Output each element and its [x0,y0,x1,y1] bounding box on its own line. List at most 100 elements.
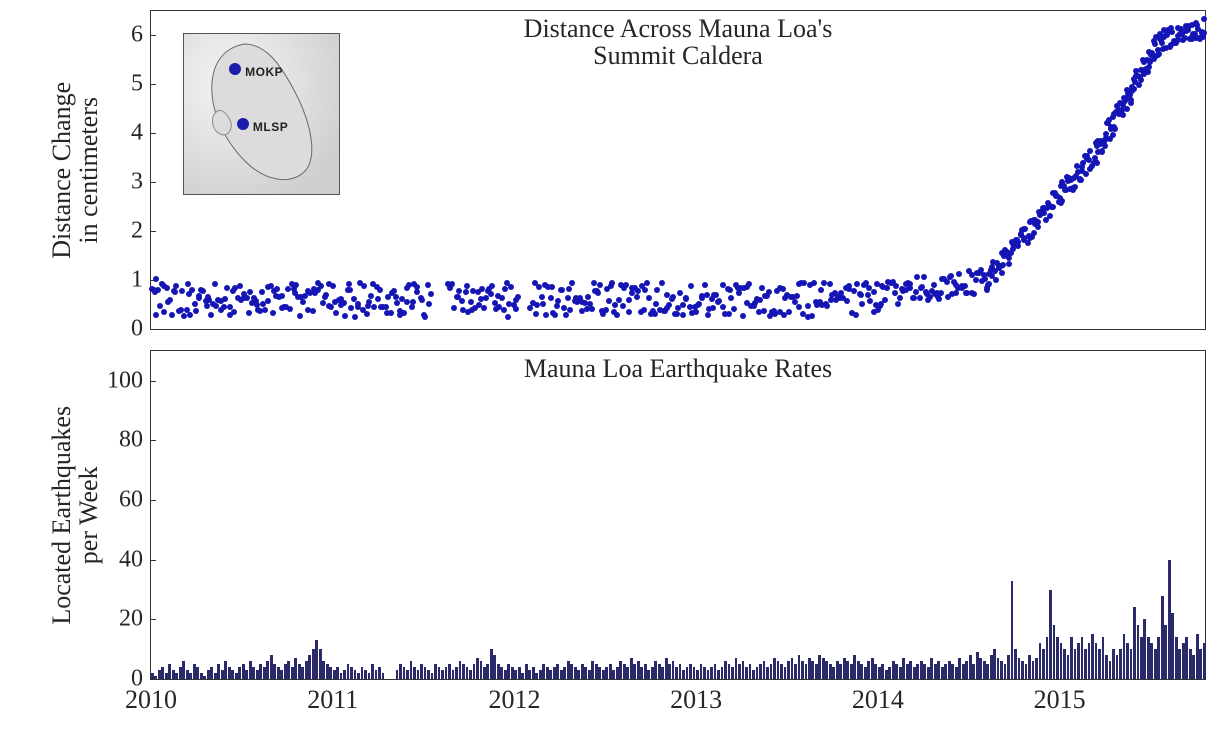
bar [591,661,594,679]
scatter-point [513,306,519,312]
top-ytick-mark [150,329,156,330]
scatter-point [508,284,514,290]
bar [983,661,986,679]
bar [228,667,231,679]
scatter-point [179,288,185,294]
bar [1109,661,1112,679]
bar [259,664,262,679]
top-ytick-label: 0 [131,316,143,343]
scatter-point [549,284,555,290]
scatter-point [818,287,824,293]
scatter-point [204,303,210,309]
top-chart: Distance Across Mauna Loa's Summit Calde… [150,10,1206,330]
bar [986,664,989,679]
scatter-point [181,313,187,319]
scatter-point [824,303,830,309]
scatter-point [653,301,659,307]
bar [682,670,685,679]
bar [1091,634,1094,679]
bar [343,670,346,679]
bar [500,667,503,679]
top-ytick-label: 5 [131,71,143,98]
scatter-point [318,283,324,289]
bottom-ylabel-line2: per Week [74,466,103,564]
bar [857,661,860,679]
bar [595,664,598,679]
bar [976,652,979,679]
bar [224,661,227,679]
bottom-ylabel-line1: Located Earthquakes [47,406,76,625]
scatter-point [388,310,394,316]
scatter-point [811,280,817,286]
bar [1140,637,1143,679]
top-title-line2: Summit Caldera [593,41,763,70]
bar [738,664,741,679]
bar [542,664,545,679]
bar [909,661,912,679]
bar [1137,625,1140,679]
bar [672,661,675,679]
bar [1199,649,1202,679]
bar [371,664,374,679]
bar [375,670,378,679]
bar [511,667,514,679]
scatter-point [1059,198,1065,204]
bottom-ytick-label: 20 [119,606,143,633]
scatter-point [644,280,650,286]
bar [1098,649,1101,679]
bar [1039,643,1042,679]
bar [811,661,814,679]
scatter-point [871,289,877,295]
scatter-point [854,281,860,287]
bar [364,670,367,679]
bar [867,661,870,679]
bar [1028,655,1031,679]
scatter-point [956,271,962,277]
bar [350,667,353,679]
scatter-point [666,302,672,308]
bar [878,667,881,679]
bar [1116,655,1119,679]
scatter-point [1112,126,1118,132]
scatter-point [921,274,927,280]
bar [235,673,238,679]
bar [445,667,448,679]
top-ytick-label: 4 [131,120,143,147]
scatter-point [1146,64,1152,70]
scatter-point [716,298,722,304]
bar [1018,658,1021,679]
scatter-point [499,295,505,301]
scatter-point [710,305,716,311]
bar [333,670,336,679]
bar [277,667,280,679]
scatter-point [161,309,167,315]
scatter-point [641,307,647,313]
scatter-point [527,305,533,311]
bar [532,667,535,679]
bottom-ytick-mark [150,619,156,620]
bottom-chart: Mauna Loa Earthquake Rates 0204060801002… [150,350,1206,680]
scatter-point [422,314,428,320]
scatter-point [536,284,542,290]
scatter-point [1072,184,1078,190]
scatter-point [231,309,237,315]
bar [609,664,612,679]
scatter-point [323,292,329,298]
scatter-point [616,297,622,303]
bar [291,667,294,679]
bar [462,664,465,679]
bar [853,655,856,679]
scatter-point [626,309,632,315]
scatter-point [566,286,572,292]
bar [570,664,573,679]
scatter-point [858,292,864,298]
scatter-point [515,294,521,300]
bar [490,649,493,679]
bar [1084,649,1087,679]
bar [962,664,965,679]
inset-terrain [184,34,339,194]
scatter-point [287,306,293,312]
bar [693,667,696,679]
scatter-point [155,287,161,293]
scatter-point [555,298,561,304]
